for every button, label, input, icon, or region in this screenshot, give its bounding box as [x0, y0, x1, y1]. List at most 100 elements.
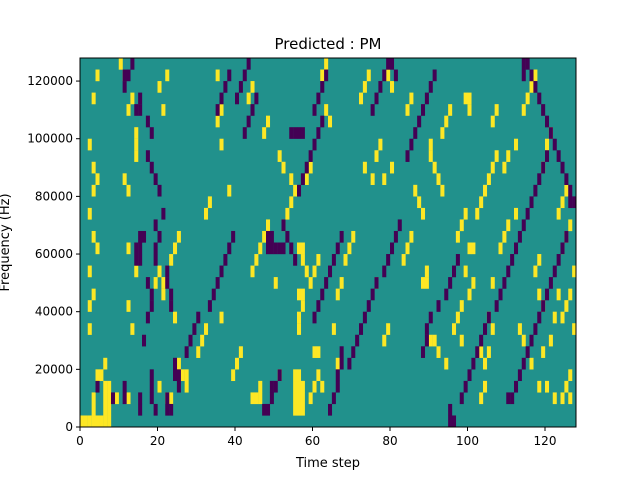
heatmap-cell-high — [87, 415, 92, 428]
heatmap-cell-high — [99, 369, 104, 382]
heatmap-cell-high — [161, 104, 166, 116]
heatmap-cell-high — [514, 207, 519, 220]
heatmap-cell-high — [235, 357, 240, 370]
heatmap-cell-high — [428, 150, 433, 162]
heatmap-cell-low — [552, 265, 557, 278]
heatmap-cell-high — [483, 357, 488, 370]
heatmap-cell-high — [266, 219, 271, 232]
heatmap-cell-high — [107, 403, 112, 416]
heatmap-cell-high — [297, 288, 302, 301]
heatmap-cell-low — [173, 369, 178, 382]
heatmap-cell-low — [432, 69, 437, 82]
heatmap-cell-low — [176, 369, 181, 382]
heatmap-cell-high — [130, 92, 135, 105]
heatmap-cell-high — [424, 265, 429, 278]
x-tick-label: 100 — [456, 434, 479, 448]
heatmap-cell-high — [246, 92, 251, 105]
heatmap-cell-high — [490, 277, 495, 289]
heatmap-cell-high — [421, 207, 426, 220]
heatmap-cell-high — [444, 357, 449, 370]
heatmap-cell-low — [572, 196, 577, 209]
heatmap-cell-low — [378, 81, 383, 93]
heatmap-cell-high — [297, 369, 302, 382]
heatmap-cell-low — [157, 184, 162, 197]
heatmap-cell-high — [440, 127, 445, 139]
heatmap-cell-high — [300, 242, 305, 255]
heatmap-cell-low — [486, 311, 491, 324]
heatmap-cell-high — [440, 184, 445, 197]
heatmap-cell-high — [568, 219, 573, 232]
heatmap-cell-high — [95, 369, 100, 382]
heatmap-cell-low — [525, 58, 530, 70]
heatmap-cell-low — [545, 288, 550, 301]
heatmap-cell-low — [537, 92, 542, 105]
heatmap-cell-low — [165, 403, 170, 416]
heatmap-cell-low — [506, 265, 511, 278]
heatmap-cell-high — [444, 115, 449, 128]
heatmap-cell-high — [529, 357, 534, 370]
heatmap-cell-low — [386, 58, 391, 70]
heatmap-cell-low — [297, 184, 302, 197]
heatmap-cell-low — [545, 115, 550, 128]
heatmap-cell-high — [459, 334, 464, 347]
heatmap-cell-low — [370, 104, 375, 116]
heatmap-cell-low — [165, 277, 170, 289]
heatmap-cell-high — [204, 323, 209, 335]
heatmap-cell-high — [176, 357, 181, 370]
heatmap-cell-high — [95, 242, 100, 255]
heatmap-cell-high — [196, 346, 201, 358]
heatmap-cell-high — [161, 288, 166, 301]
heatmap-cell-high — [126, 392, 131, 405]
heatmap-cell-high — [556, 288, 561, 301]
heatmap-cell-high — [173, 311, 178, 324]
heatmap-cell-high — [436, 346, 441, 358]
heatmap-cell-low — [390, 242, 395, 255]
heatmap-cell-high — [506, 219, 511, 232]
heatmap-cell-low — [521, 69, 526, 82]
heatmap-cell-high — [91, 392, 96, 405]
heatmap-cell-high — [486, 173, 491, 185]
heatmap-cell-high — [200, 334, 205, 347]
heatmap-cell-low — [521, 357, 526, 370]
heatmap-cell-low — [300, 127, 305, 139]
heatmap-cell-low — [308, 150, 313, 162]
heatmap-cell-low — [134, 242, 139, 255]
heatmap-cell-high — [386, 323, 391, 335]
heatmap-cell-high — [219, 138, 224, 151]
heatmap-cell-high — [130, 323, 135, 335]
heatmap-cell-low — [331, 392, 336, 405]
heatmap-cell-high — [300, 288, 305, 301]
heatmap-cell-low — [192, 323, 197, 335]
heatmap-cell-low — [269, 392, 274, 405]
heatmap-cell-low — [157, 230, 162, 243]
heatmap-cell-high — [452, 323, 457, 335]
heatmap-cell-low — [293, 254, 298, 266]
heatmap-cell-high — [390, 81, 395, 93]
heatmap-cell-high — [328, 115, 333, 128]
heatmap-cell-high — [471, 277, 476, 289]
heatmap-cell-low — [235, 92, 240, 105]
heatmap-cell-low — [514, 242, 519, 255]
heatmap-cell-high — [359, 92, 364, 105]
heatmap-cell-low — [219, 92, 224, 105]
x-tick-label: 80 — [382, 434, 397, 448]
heatmap-cell-low — [459, 392, 464, 405]
heatmap-cell-high — [91, 288, 96, 301]
heatmap-cell-high — [134, 150, 139, 162]
x-tick-label: 120 — [534, 434, 557, 448]
x-tick-label: 40 — [227, 434, 242, 448]
heatmap-cell-low — [153, 254, 158, 266]
heatmap-cell-high — [533, 69, 538, 82]
heatmap-cell-low — [273, 380, 278, 393]
heatmap-cell-low — [142, 230, 147, 243]
heatmap-cell-low — [223, 254, 228, 266]
heatmap-cell-high — [564, 184, 569, 197]
heatmap-cell-low — [533, 323, 538, 335]
heatmap-cell-low — [328, 265, 333, 278]
heatmap-cell-low — [335, 380, 340, 393]
heatmap-cell-low — [424, 92, 429, 105]
heatmap-cell-high — [312, 380, 317, 393]
heatmap-cell-low — [393, 69, 398, 82]
heatmap-cell-high — [320, 69, 325, 82]
